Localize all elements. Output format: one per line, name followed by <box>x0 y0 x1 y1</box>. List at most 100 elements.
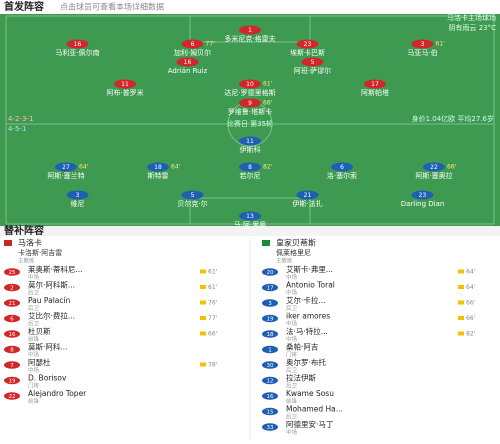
sub-name: 法·马·特拉... <box>286 326 328 336</box>
player-badge[interactable] <box>364 79 386 89</box>
player-number: 6 <box>191 41 195 48</box>
sub-badge[interactable] <box>262 361 278 369</box>
player-number: 6 <box>340 164 344 171</box>
team-info: 身价1.04亿欧 平均27.6岁 <box>412 114 494 123</box>
sub-badge[interactable] <box>262 345 278 354</box>
player-badge[interactable] <box>239 79 261 89</box>
home-formation: 4-2-3-1 <box>8 115 33 123</box>
player-badge[interactable] <box>239 98 261 108</box>
player-badge[interactable] <box>147 162 169 172</box>
player-badge[interactable] <box>296 190 319 200</box>
player-number: 11 <box>246 138 254 145</box>
player-name: 多米尼克·格雷夫 <box>224 34 275 43</box>
player-badge[interactable] <box>181 190 204 200</box>
sub-number: 18 <box>267 332 274 338</box>
coach-name: 卡洛斯·阿吉雷 <box>18 248 62 257</box>
player-badge[interactable] <box>296 39 319 49</box>
sub-badge[interactable] <box>262 376 278 385</box>
sub-badge[interactable] <box>262 423 278 431</box>
pitch-lines <box>5 15 495 225</box>
sub-badge[interactable] <box>4 345 20 354</box>
player-number: 27 <box>62 164 70 171</box>
sub-badge[interactable] <box>262 407 278 416</box>
sub-number: 1 <box>268 348 272 354</box>
sub-position: 中场 <box>286 428 298 436</box>
sub-number: 19 <box>267 317 274 323</box>
sub-badge[interactable] <box>4 330 20 338</box>
player-badge[interactable] <box>239 162 261 172</box>
player-badge[interactable] <box>411 39 434 49</box>
sub-number: 6 <box>10 317 14 323</box>
player-number: 17 <box>371 81 379 88</box>
sub-minute: 77' <box>208 315 218 322</box>
player-name: 罗维鲁·塔斯卡 <box>228 107 272 116</box>
sub-badge[interactable] <box>4 299 20 307</box>
player-name: 马亚马·伯 <box>407 48 437 57</box>
sub-badge[interactable] <box>4 314 20 323</box>
sub-badge[interactable] <box>262 314 278 323</box>
sub-number: 12 <box>267 379 274 385</box>
sub-badge[interactable] <box>262 299 278 307</box>
player-name: 贝尔克·尔 <box>177 199 207 208</box>
sub-icon <box>458 316 464 320</box>
bench-title: 替补阵容 <box>4 224 44 237</box>
player-badge[interactable] <box>331 162 353 172</box>
player-number: 11 <box>121 81 129 88</box>
sub-name: 莫斯·阿科... <box>28 342 68 352</box>
player-badge[interactable] <box>411 190 434 200</box>
sub-badge[interactable] <box>262 283 278 292</box>
player-name: 阿斯·塞兰特 <box>47 171 84 180</box>
sub-minute: 66' <box>208 331 218 338</box>
sub-badge[interactable] <box>4 268 20 276</box>
sub-badge[interactable] <box>262 268 278 276</box>
sub-minute: 82' <box>466 331 476 338</box>
sub-number: 22 <box>9 394 16 400</box>
sub-position: 前锋 <box>286 397 298 405</box>
player-badge[interactable] <box>239 211 261 221</box>
player-badge[interactable] <box>423 162 445 172</box>
player-badge[interactable] <box>55 162 77 172</box>
subtitle: 点击球员可查看本场详细数据 <box>60 2 164 12</box>
sub-position: 中场 <box>28 366 40 374</box>
player-number: 9 <box>248 100 252 107</box>
sub-number: 15 <box>267 410 274 416</box>
player-badge[interactable] <box>114 79 136 89</box>
sub-position: 门将 <box>28 382 40 390</box>
player-badge[interactable] <box>239 136 261 146</box>
sub-name: 艾斯卡·弗里... <box>286 264 333 274</box>
sub-number: 30 <box>267 363 274 369</box>
player-name: 伊斯·法扎 <box>292 199 322 208</box>
sub-icon <box>458 269 464 274</box>
sub-number: 2 <box>10 286 14 292</box>
sub-icon <box>200 285 206 289</box>
sub-number: 17 <box>267 286 274 292</box>
player-name: 马·阿·里奥 <box>234 220 266 229</box>
player-badge[interactable] <box>66 190 89 200</box>
sub-name: Kwame Sosu <box>286 389 334 398</box>
sub-minute: 66' <box>466 315 476 322</box>
sub-badge[interactable] <box>262 392 278 400</box>
sub-minute: 61' <box>263 81 273 88</box>
sub-badge[interactable] <box>4 283 20 292</box>
venue: 马洛卡主场球场 <box>447 13 496 22</box>
sub-name: 杜贝斯 <box>28 326 51 336</box>
sub-badge[interactable] <box>4 361 20 369</box>
sub-position: 门将 <box>286 351 298 359</box>
sub-icon <box>200 331 206 336</box>
sub-minute: 78' <box>208 362 218 369</box>
player-badge[interactable] <box>176 57 199 67</box>
player-name: 加利·姆贝尔 <box>174 48 211 57</box>
sub-icon <box>200 269 206 274</box>
team-logo <box>262 240 270 246</box>
player-badge[interactable] <box>239 25 261 35</box>
sub-number: 33 <box>267 425 274 431</box>
sub-badge[interactable] <box>4 392 20 400</box>
sub-minute: 64' <box>79 164 89 171</box>
sub-badge[interactable] <box>4 376 20 385</box>
sub-badge[interactable] <box>262 330 278 338</box>
player-badge[interactable] <box>66 39 89 49</box>
player-badge[interactable] <box>181 39 204 49</box>
sub-position: 中场 <box>286 289 298 297</box>
sub-name: 莱奥斯·蒂科尼... <box>28 264 83 274</box>
player-badge[interactable] <box>301 57 324 67</box>
